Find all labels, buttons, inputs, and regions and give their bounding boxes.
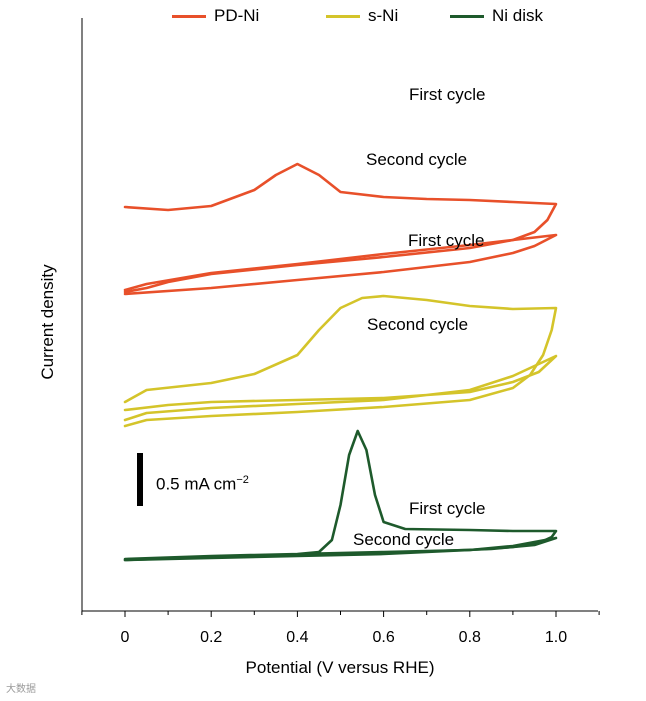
annotation-ni-disk-first-cycle: First cycle: [409, 499, 486, 518]
series-line-ni-disk-second-cycle: [123, 536, 558, 562]
legend-label-ni-disk: Ni disk: [492, 6, 544, 25]
y-axis-label: Current density: [38, 264, 57, 380]
annotation-pd-ni-second-cycle: Second cycle: [366, 150, 467, 169]
legend-label-pd-ni: PD-Ni: [214, 6, 260, 25]
series-line-ni-disk-first-cycle: [123, 429, 558, 562]
tick-label-layer: 0 0.2 0.4 0.6 0.8 1.0: [121, 629, 568, 646]
watermark: 大数据: [6, 684, 36, 695]
scale-bar-label-exponent: −2: [236, 474, 249, 486]
series-line-pd-ni-second-cycle: [123, 233, 558, 296]
legend-swatch-pd-ni: [172, 14, 206, 18]
legend-swatch-ni-disk: [450, 14, 484, 18]
annotation-layer: First cycle Second cycle First cycle Second…: [353, 85, 486, 549]
annotation-s-ni-first-cycle: First cycle: [408, 231, 485, 250]
legend-label-s-ni: s-Ni: [368, 6, 399, 25]
x-tick-label: 1.0: [545, 629, 567, 646]
x-tick-label: 0.8: [459, 629, 481, 646]
x-axis-label: Potential (V versus RHE): [245, 658, 435, 677]
x-tick-label: 0.2: [200, 629, 222, 646]
scale-bar-label: 0.5 mA cm−2: [156, 474, 249, 495]
legend-item-ni-disk: Ni disk: [450, 6, 543, 26]
annotation-ni-disk-second-cycle: Second cycle: [353, 530, 454, 549]
scale-bar: [137, 453, 143, 506]
legend: PD-Ni s-Ni Ni disk: [0, 6, 646, 30]
x-tick-label: 0.6: [372, 629, 394, 646]
series-layer: [123, 162, 558, 562]
x-tick-label: 0: [121, 629, 130, 646]
annotation-pd-ni-first-cycle: First cycle: [409, 85, 486, 104]
series-line-pd-ni-first-cycle: [123, 162, 558, 294]
series-line-s-ni-first-cycle: [123, 294, 558, 428]
axes: [81, 18, 600, 617]
legend-item-pd-ni: PD-Ni: [172, 6, 259, 26]
scale-bar-label-main: 0.5 mA cm: [156, 474, 237, 494]
x-tick-label: 0.4: [286, 629, 308, 646]
series-line-s-ni-second-cycle: [123, 354, 558, 422]
legend-item-s-ni: s-Ni: [326, 6, 398, 26]
annotation-s-ni-second-cycle: Second cycle: [367, 315, 468, 334]
legend-swatch-s-ni: [326, 14, 360, 18]
